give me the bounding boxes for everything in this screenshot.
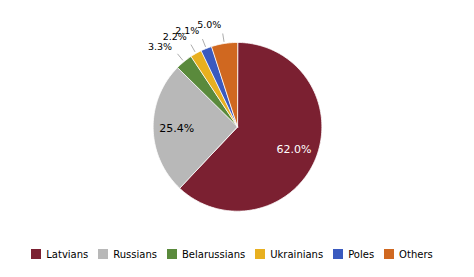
html-text:Others: Others: [399, 248, 433, 260]
html-text:Poles: Poles: [348, 248, 375, 260]
svg-text:3.3%: 3.3%: [148, 41, 172, 52]
svg-text:62.0%: 62.0%: [276, 143, 311, 156]
html-text:Ukrainians: Ukrainians: [270, 248, 324, 260]
html-text:Russians: Russians: [113, 248, 157, 260]
svg-text:25.4%: 25.4%: [159, 121, 194, 134]
svg-text:5.0%: 5.0%: [197, 19, 221, 30]
svg-text:2.1%: 2.1%: [175, 25, 199, 36]
html-text:Latvians: Latvians: [46, 248, 89, 260]
html-text:Belarussians: Belarussians: [182, 248, 246, 260]
svg-text:2.2%: 2.2%: [162, 31, 187, 43]
